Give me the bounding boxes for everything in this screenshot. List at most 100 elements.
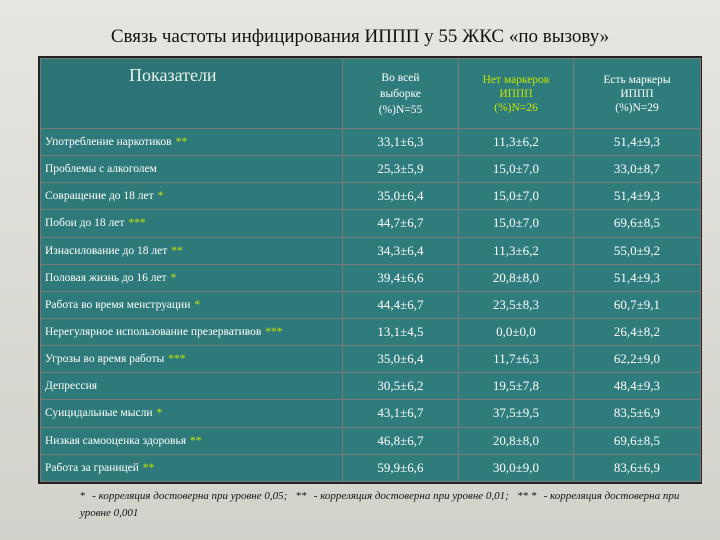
significance-stars: *	[156, 407, 163, 420]
row-label: Угрозы во время работы	[45, 353, 165, 366]
cell-total: 30,5±6,2	[342, 372, 459, 401]
row-label-cell: Совращение до 18 лет *	[40, 182, 343, 211]
cell-total: 35,0±6,4	[342, 345, 459, 374]
table-row: Нерегулярное использование презервативов…	[40, 317, 701, 347]
cell-total: 25,3±5,9	[342, 155, 459, 184]
header-row: Показатели Во всей выборке (%)N=55 Нет м…	[40, 58, 701, 129]
cell-total: 43,1±6,7	[342, 399, 459, 428]
cell-yes: 83,5±6,9	[573, 399, 701, 428]
significance-stars: **	[175, 136, 188, 149]
row-label-cell: Половая жизнь до 16 лет *	[40, 263, 343, 292]
cell-total: 13,1±4,5	[342, 317, 459, 347]
cell-no: 11,3±6,2	[458, 236, 574, 265]
row-label: Нерегулярное использование презервативов	[45, 326, 262, 339]
cell-no: 15,0±7,0	[458, 155, 574, 184]
cell-no: 15,0±7,0	[458, 209, 574, 238]
footnote-text-3: - корреляция достоверна при уровне 0,001	[80, 490, 680, 519]
significance-stars: **	[190, 434, 202, 447]
table-row: Суицидальные мысли * 43,1±6,7 37,5±9,5 83,5±…	[40, 399, 701, 428]
header-has-markers: Есть маркеры ИППП (%)N=29	[573, 58, 701, 129]
cell-yes: 51,4±9,3	[573, 182, 701, 211]
cell-total: 39,4±6,6	[342, 263, 459, 292]
cell-yes: 48,4±9,3	[573, 372, 701, 401]
row-label: Работа во время менструации	[45, 298, 191, 311]
cell-yes: 62,2±9,0	[573, 345, 701, 374]
row-label-cell: Работа во время менструации *	[40, 290, 343, 319]
significance-stars: **	[171, 244, 183, 257]
cell-yes: 55,0±9,2	[573, 236, 701, 265]
footnote-star-1: *	[80, 490, 86, 502]
cell-total: 44,7±6,7	[342, 209, 459, 238]
cell-yes: 60,7±9,1	[573, 290, 701, 319]
header-no-markers: Нет маркеров ИППП (%)N=26	[458, 58, 574, 129]
header-indicator: Показатели	[40, 58, 343, 129]
cell-no: 37,5±9,5	[458, 399, 574, 428]
cell-no: 19,5±7,8	[458, 372, 574, 401]
row-label-cell: Изнасилование до 18 лет **	[40, 236, 343, 265]
slide-title: Связь частоты инфицирования ИППП у 55 ЖК…	[110, 26, 610, 47]
significance-stars: *	[170, 271, 177, 284]
footnote-star-3: ** *	[517, 490, 537, 502]
cell-yes: 69,6±8,5	[573, 209, 701, 238]
cell-no: 11,3±6,2	[458, 127, 574, 157]
footnote-text-2: - корреляция достоверна при уровне 0,01;	[313, 490, 509, 502]
row-label-cell: Нерегулярное использование презервативов…	[40, 317, 343, 347]
header-total: Во всей выборке (%)N=55	[342, 58, 459, 129]
significance-stars: *	[194, 298, 201, 311]
table-row: Работа во время менструации * 44,4±6,7 23,5…	[40, 290, 701, 319]
table-row: Низкая самооценка здоровья ** 46,8±6,7 20,8…	[40, 426, 701, 455]
table-row: Угрозы во время работы *** 35,0±6,4 11,7±6,…	[40, 345, 701, 374]
cell-no: 20,8±8,0	[458, 263, 574, 292]
table-row: Проблемы с алкоголем 25,3±5,9 15,0±7,0 33,0…	[40, 155, 701, 184]
cell-yes: 51,4±9,3	[573, 263, 701, 292]
table-row: Депрессия 30,5±6,2 19,5±7,8 48,4±9,3	[40, 372, 701, 401]
row-label-cell: Депрессия	[40, 372, 343, 401]
cell-yes: 69,6±8,5	[573, 426, 701, 455]
cell-total: 46,8±6,7	[342, 426, 459, 455]
cell-yes: 83,6±6,9	[573, 453, 701, 483]
footnote-star-2: **	[296, 490, 308, 502]
data-table: Показатели Во всей выборке (%)N=55 Нет м…	[38, 56, 702, 484]
row-label-cell: Побои до 18 лет ***	[40, 209, 343, 238]
row-label: Половая жизнь до 16 лет	[45, 271, 167, 284]
row-label-cell: Суицидальные мысли *	[40, 399, 343, 428]
significance-stars: ***	[168, 353, 186, 366]
significance-stars: ***	[265, 326, 283, 339]
row-label: Работа за границей	[45, 461, 139, 474]
row-label: Изнасилование до 18 лет	[45, 244, 168, 257]
row-label: Побои до 18 лет	[45, 217, 125, 230]
row-label: Проблемы с алкоголем	[45, 163, 157, 176]
row-label: Суицидальные мысли	[45, 407, 153, 420]
row-label-cell: Проблемы с алкоголем	[40, 155, 343, 184]
cell-total: 44,4±6,7	[342, 290, 459, 319]
cell-no: 0,0±0,0	[458, 317, 574, 347]
cell-total: 59,9±6,6	[342, 453, 459, 483]
row-label-cell: Низкая самооценка здоровья **	[40, 426, 343, 455]
table-row: Изнасилование до 18 лет ** 34,3±6,4 11,3±6,…	[40, 236, 701, 265]
footnote: * - корреляция достоверна при уровне 0,0…	[80, 488, 700, 522]
row-label-cell: Употребление наркотиков **	[40, 127, 343, 157]
cell-yes: 26,4±8,2	[573, 317, 701, 347]
cell-total: 35,0±6,4	[342, 182, 459, 211]
row-label: Совращение до 18 лет	[45, 190, 154, 203]
cell-yes: 33,0±8,7	[573, 155, 701, 184]
cell-no: 30,0±9,0	[458, 453, 574, 483]
cell-no: 11,7±6,3	[458, 345, 574, 374]
cell-no: 20,8±8,0	[458, 426, 574, 455]
significance-stars: ***	[128, 217, 146, 230]
table-row: Половая жизнь до 16 лет * 39,4±6,6 20,8±8,0…	[40, 263, 701, 292]
row-label: Употребление наркотиков	[45, 136, 172, 149]
significance-stars: **	[142, 461, 155, 474]
row-label: Депрессия	[45, 380, 98, 393]
cell-yes: 51,4±9,3	[573, 127, 701, 157]
table-row: Побои до 18 лет *** 44,7±6,7 15,0±7,0 69,6±8…	[40, 209, 701, 238]
footnote-text-1: - корреляция достоверна при уровне 0,05;	[92, 490, 288, 502]
cell-total: 33,1±6,3	[342, 127, 459, 157]
cell-total: 34,3±6,4	[342, 236, 459, 265]
table-row: Работа за границей ** 59,9±6,6 30,0±9,0 83,6…	[40, 453, 701, 483]
row-label: Низкая самооценка здоровья	[45, 434, 187, 447]
table-row: Совращение до 18 лет * 35,0±6,4 15,0±7,0 51,…	[40, 182, 701, 211]
cell-no: 15,0±7,0	[458, 182, 574, 211]
significance-stars: *	[157, 190, 164, 203]
cell-no: 23,5±8,3	[458, 290, 574, 319]
